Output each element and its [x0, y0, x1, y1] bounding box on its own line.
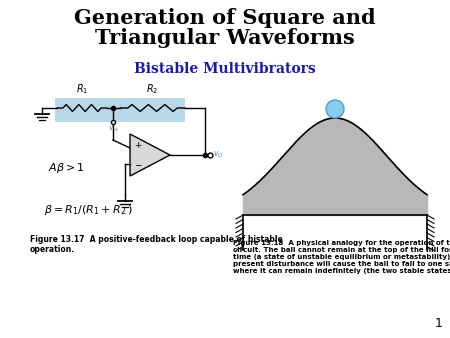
Text: Generation of Square and: Generation of Square and [74, 8, 376, 28]
Text: $R_2$: $R_2$ [146, 82, 158, 96]
Text: $R_1$: $R_1$ [76, 82, 88, 96]
Text: $v_O$: $v_O$ [213, 150, 224, 160]
Text: Bistable Multivibrators: Bistable Multivibrators [134, 62, 316, 76]
Text: Figure 13.17  A positive-feedback loop capable of bistable
operation.: Figure 13.17 A positive-feedback loop ca… [30, 235, 283, 255]
Text: Triangular Waveforms: Triangular Waveforms [95, 28, 355, 48]
Bar [55, 98, 185, 122]
Circle shape [326, 100, 344, 118]
Text: $\beta = R_1/(R_1 + R_2\,)$: $\beta = R_1/(R_1 + R_2\,)$ [44, 203, 133, 217]
Text: $-$: $-$ [134, 160, 143, 169]
Text: Figure 13.18  A physical analogy for the operation of the bistable
circuit. The : Figure 13.18 A physical analogy for the … [233, 240, 450, 274]
Text: $v_+$: $v_+$ [108, 123, 120, 134]
Text: 1: 1 [435, 317, 443, 330]
Polygon shape [130, 134, 170, 176]
Text: +: + [134, 142, 141, 150]
Text: $A\beta > 1$: $A\beta > 1$ [48, 161, 85, 175]
